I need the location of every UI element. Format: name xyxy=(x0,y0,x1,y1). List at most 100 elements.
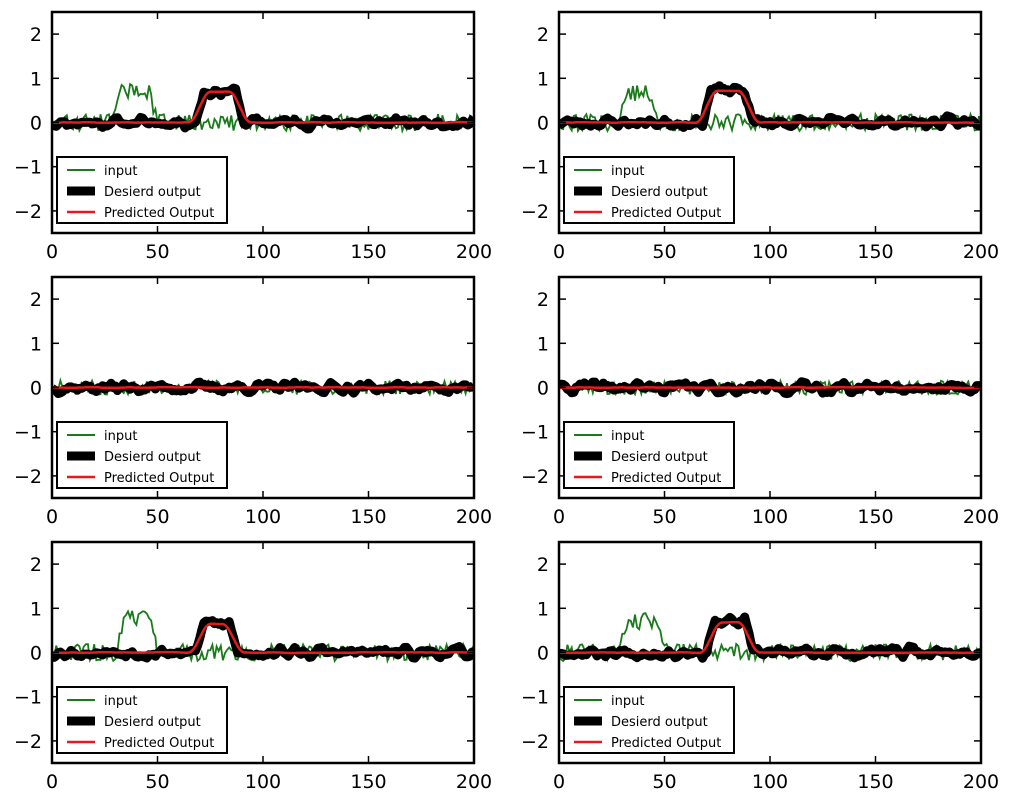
x-tick-label: 50 xyxy=(652,241,676,263)
subplot-1: 0 50 100 150 200 2 1 0 −1 −2 input Desierd output Pr… xyxy=(14,10,492,263)
legend-label: Predicted Output xyxy=(104,471,214,486)
y-tick-label: 1 xyxy=(537,598,549,620)
x-tick-label: 100 xyxy=(245,771,281,793)
y-tick-label: −2 xyxy=(14,466,42,488)
legend-label: Desierd output xyxy=(104,450,201,465)
x-tick-label: 150 xyxy=(350,241,386,263)
y-tick-label: 0 xyxy=(30,643,42,665)
y-tick-label: −2 xyxy=(521,201,549,223)
legend-label: input xyxy=(104,429,137,444)
x-tick-label: 100 xyxy=(752,771,788,793)
legend: input Desierd output Predicted Output xyxy=(56,686,228,754)
y-tick-label: 1 xyxy=(30,333,42,355)
y-tick-label: 2 xyxy=(30,289,42,311)
series-predicted-output xyxy=(52,385,474,390)
series-predicted-output xyxy=(559,89,981,125)
legend-label: input xyxy=(611,164,644,179)
series-predicted-output xyxy=(52,90,474,125)
legend-label: Desierd output xyxy=(104,715,201,730)
legend-label: Desierd output xyxy=(104,185,201,200)
legend-label: Predicted Output xyxy=(104,206,214,221)
legend: input Desierd output Predicted Output xyxy=(563,686,735,754)
legend: input Desierd output Predicted Output xyxy=(56,156,228,224)
y-tick-label: 1 xyxy=(30,68,42,90)
y-tick-label: −1 xyxy=(14,422,42,444)
x-tick-label: 100 xyxy=(752,241,788,263)
y-tick-label: −2 xyxy=(14,731,42,753)
y-tick-label: 0 xyxy=(537,643,549,665)
y-tick-label: 0 xyxy=(30,378,42,400)
y-tick-label: −1 xyxy=(521,422,549,444)
y-tick-label: 0 xyxy=(537,113,549,135)
x-tick-label: 0 xyxy=(553,506,565,528)
legend-label: Desierd output xyxy=(611,715,708,730)
x-tick-label: 50 xyxy=(652,771,676,793)
y-tick-label: −1 xyxy=(14,687,42,709)
y-tick-label: 1 xyxy=(537,333,549,355)
legend-label: Desierd output xyxy=(611,450,708,465)
legend-label: Predicted Output xyxy=(611,736,721,751)
y-tick-label: 0 xyxy=(30,113,42,135)
y-tick-label: −2 xyxy=(14,201,42,223)
y-tick-label: −1 xyxy=(521,687,549,709)
x-tick-label: 0 xyxy=(46,241,58,263)
legend-label: input xyxy=(104,164,137,179)
plot-area xyxy=(52,82,474,135)
subplot-5: 0 50 100 150 200 2 1 0 −1 −2 input Desierd output Pr… xyxy=(14,540,492,793)
x-tick-label: 0 xyxy=(553,771,565,793)
x-tick-label: 150 xyxy=(350,506,386,528)
subplot-4: 0 50 100 150 200 2 1 0 −1 −2 input Desierd output Pr… xyxy=(521,275,999,528)
legend: input Desierd output Predicted Output xyxy=(563,421,735,489)
x-tick-label: 200 xyxy=(963,241,999,263)
x-tick-label: 0 xyxy=(553,241,565,263)
legend-label: Predicted Output xyxy=(611,206,721,221)
series-predicted-output xyxy=(52,622,474,655)
y-tick-label: 0 xyxy=(537,378,549,400)
y-tick-label: 1 xyxy=(537,68,549,90)
legend-label: input xyxy=(611,694,644,709)
series-predicted-output xyxy=(559,620,981,655)
legend-label: Desierd output xyxy=(611,185,708,200)
plot-area xyxy=(559,612,981,664)
x-tick-label: 200 xyxy=(456,771,492,793)
legend-label: input xyxy=(611,429,644,444)
y-tick-label: −1 xyxy=(521,157,549,179)
legend-label: Predicted Output xyxy=(611,471,721,486)
y-tick-label: 2 xyxy=(30,24,42,46)
x-tick-label: 50 xyxy=(652,506,676,528)
subplot-6: 0 50 100 150 200 2 1 0 −1 −2 input Desierd output Pr… xyxy=(521,540,999,793)
y-tick-label: 2 xyxy=(537,289,549,311)
subplot-2: 0 50 100 150 200 2 1 0 −1 −2 input Desierd output Pr… xyxy=(521,10,999,263)
plot-area xyxy=(559,377,981,399)
x-tick-label: 150 xyxy=(350,771,386,793)
x-tick-label: 150 xyxy=(857,506,893,528)
legend: input Desierd output Predicted Output xyxy=(56,421,228,489)
x-tick-label: 200 xyxy=(963,771,999,793)
x-tick-label: 200 xyxy=(456,506,492,528)
series-predicted-output xyxy=(559,385,981,390)
x-tick-label: 50 xyxy=(145,241,169,263)
x-tick-label: 50 xyxy=(145,771,169,793)
plot-area xyxy=(559,81,981,134)
y-tick-label: 2 xyxy=(30,554,42,576)
y-tick-label: −1 xyxy=(14,157,42,179)
y-tick-label: 1 xyxy=(30,598,42,620)
legend-label: input xyxy=(104,694,137,709)
x-tick-label: 150 xyxy=(857,771,893,793)
subplot-3: 0 50 100 150 200 2 1 0 −1 −2 input Desierd output Pr… xyxy=(14,275,492,528)
y-tick-label: 2 xyxy=(537,24,549,46)
x-tick-label: 50 xyxy=(145,506,169,528)
x-tick-label: 100 xyxy=(752,506,788,528)
x-tick-label: 0 xyxy=(46,771,58,793)
x-tick-label: 0 xyxy=(46,506,58,528)
y-tick-label: 2 xyxy=(537,554,549,576)
x-tick-label: 100 xyxy=(245,241,281,263)
y-tick-label: −2 xyxy=(521,731,549,753)
plot-area xyxy=(52,609,474,664)
legend: input Desierd output Predicted Output xyxy=(563,156,735,224)
x-tick-label: 200 xyxy=(456,241,492,263)
series-desired-output xyxy=(52,616,474,663)
y-tick-label: −2 xyxy=(521,466,549,488)
